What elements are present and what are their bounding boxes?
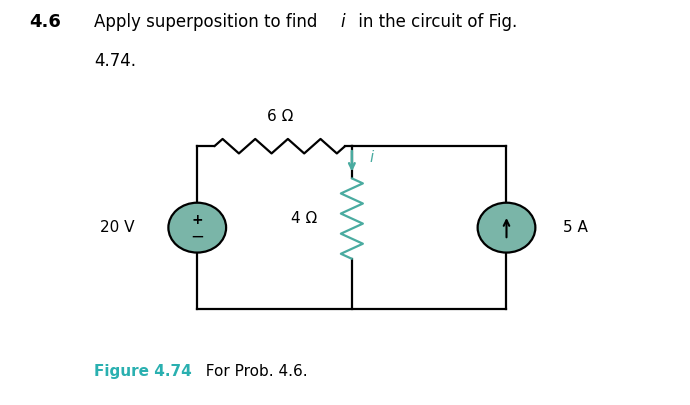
Text: −: −: [190, 228, 204, 246]
Ellipse shape: [477, 202, 535, 253]
Text: i: i: [340, 13, 345, 32]
Text: For Prob. 4.6.: For Prob. 4.6.: [196, 364, 308, 379]
Text: 4 Ω: 4 Ω: [291, 211, 317, 226]
Ellipse shape: [168, 202, 226, 253]
Text: 6 Ω: 6 Ω: [266, 109, 293, 124]
Text: +: +: [191, 213, 203, 227]
Text: in the circuit of Fig.: in the circuit of Fig.: [353, 13, 518, 32]
Text: 20 V: 20 V: [99, 220, 134, 235]
Text: Apply superposition to find: Apply superposition to find: [94, 13, 323, 32]
Text: 5 A: 5 A: [563, 220, 588, 235]
Text: i: i: [369, 150, 373, 165]
Text: 4.74.: 4.74.: [94, 52, 136, 70]
Text: 4.6: 4.6: [29, 13, 61, 32]
Text: Figure 4.74: Figure 4.74: [94, 364, 192, 379]
